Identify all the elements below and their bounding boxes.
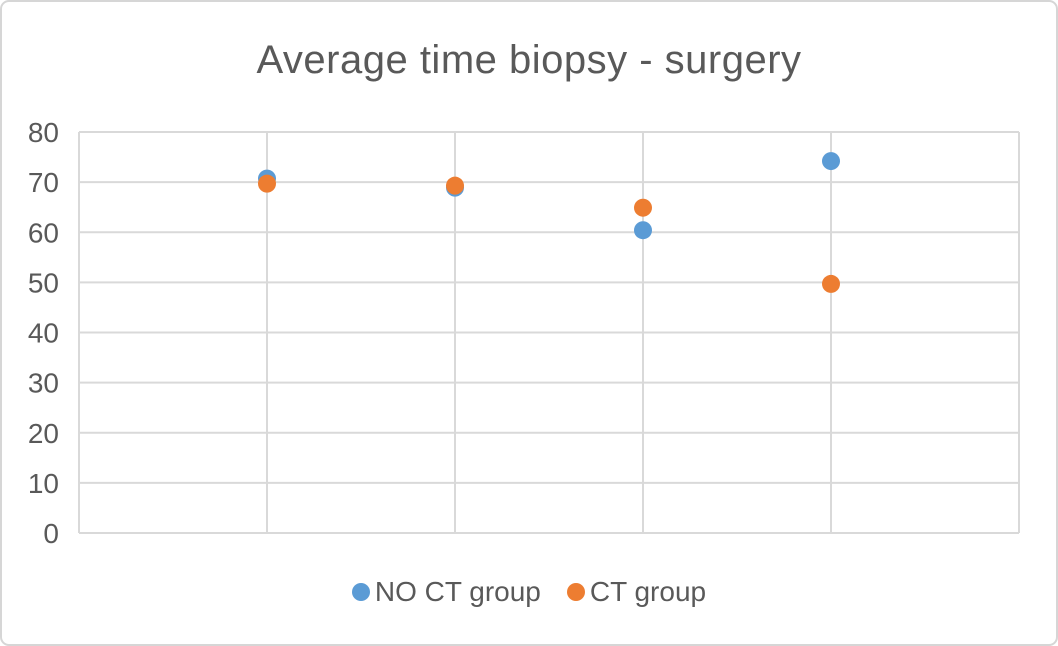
legend-marker-no-ct-icon — [351, 583, 370, 601]
data-point-ct-group[interactable] — [258, 174, 276, 193]
y-tick-label: 80 — [28, 117, 59, 148]
y-tick-label: 60 — [28, 217, 59, 248]
y-tick-label: 10 — [28, 468, 59, 499]
chart-title: Average time biopsy - surgery — [256, 38, 802, 82]
y-tick-label: 0 — [43, 518, 59, 549]
data-point-no-ct-group[interactable] — [822, 152, 840, 171]
y-tick-label: 20 — [28, 418, 59, 449]
legend: NO CT group CT group — [2, 576, 1056, 608]
legend-item-no-ct-group[interactable]: NO CT group — [351, 576, 541, 608]
legend-label-no-ct-group: NO CT group — [374, 576, 541, 607]
data-point-no-ct-group[interactable] — [634, 221, 652, 240]
y-tick-label: 30 — [28, 368, 59, 399]
legend-marker-ct-icon — [566, 583, 585, 601]
y-tick-label: 50 — [28, 267, 59, 298]
data-point-ct-group[interactable] — [822, 274, 840, 293]
y-tick-label: 70 — [28, 167, 59, 198]
data-point-ct-group[interactable] — [446, 176, 464, 195]
legend-label-ct-group: CT group — [589, 576, 707, 607]
data-point-ct-group[interactable] — [634, 198, 652, 217]
legend-item-ct-group[interactable]: CT group — [566, 576, 707, 608]
y-tick-label: 40 — [28, 318, 59, 349]
